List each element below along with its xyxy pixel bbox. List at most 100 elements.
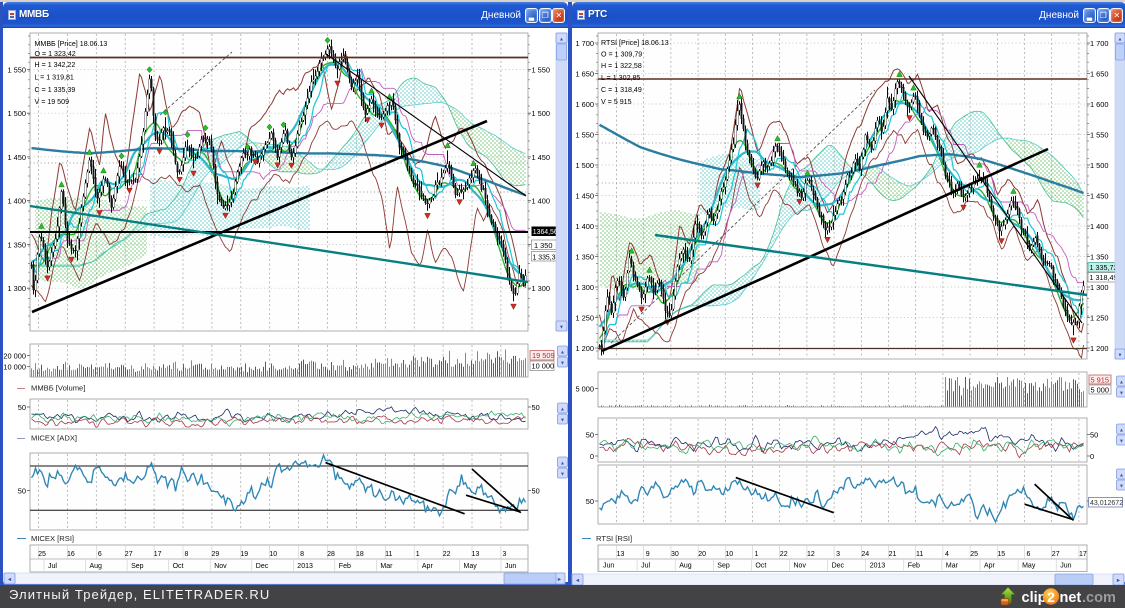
svg-text:5 915: 5 915 (1091, 375, 1110, 384)
svg-text:Jul: Jul (48, 563, 57, 570)
svg-text:—: — (17, 533, 26, 543)
svg-text:13: 13 (617, 551, 625, 558)
svg-text:1 350: 1 350 (8, 240, 27, 249)
svg-text:2: 2 (1047, 589, 1055, 605)
svg-text:O = 1 309,79: O = 1 309,79 (601, 51, 642, 59)
svg-text:▼: ▼ (560, 418, 565, 424)
svg-text:Sep: Sep (717, 563, 730, 570)
svg-text:6: 6 (98, 551, 102, 558)
svg-text:.com: .com (1082, 590, 1116, 606)
svg-text:25: 25 (970, 551, 978, 558)
svg-text:11: 11 (385, 551, 392, 558)
svg-text:▲: ▲ (1119, 380, 1124, 386)
svg-text:Jun: Jun (1060, 563, 1071, 570)
svg-text:1 300: 1 300 (1090, 283, 1109, 292)
svg-text:10 000: 10 000 (3, 363, 26, 372)
svg-text:L = 1 319,81: L = 1 319,81 (35, 74, 74, 82)
svg-text:1 600: 1 600 (1090, 100, 1109, 109)
svg-text:20: 20 (698, 551, 706, 558)
svg-text:—: — (17, 433, 25, 442)
svg-text:9: 9 (646, 551, 650, 558)
svg-text:22: 22 (780, 551, 788, 558)
svg-text:Dec: Dec (256, 563, 269, 570)
svg-text:▲: ▲ (560, 350, 565, 356)
svg-text:▼: ▼ (560, 472, 565, 478)
svg-text:▲: ▲ (1119, 428, 1124, 434)
svg-text:12: 12 (807, 551, 815, 558)
svg-text:1 500: 1 500 (576, 161, 595, 170)
svg-text:1 700: 1 700 (576, 39, 595, 48)
svg-text:1 600: 1 600 (576, 100, 595, 109)
svg-text:17: 17 (1079, 551, 1087, 558)
svg-text:2013: 2013 (870, 563, 886, 570)
svg-text:50: 50 (532, 486, 540, 495)
svg-text:Nov: Nov (794, 563, 807, 570)
svg-text:Aug: Aug (679, 563, 692, 570)
svg-text:3: 3 (502, 551, 506, 558)
svg-text:21: 21 (889, 551, 897, 558)
svg-text:1 500: 1 500 (8, 109, 27, 118)
svg-text:Aug: Aug (90, 563, 103, 570)
svg-text:Dec: Dec (832, 563, 845, 570)
svg-text:1 300: 1 300 (532, 284, 551, 293)
svg-text:Jun: Jun (603, 563, 614, 570)
svg-text:1 550: 1 550 (532, 65, 551, 74)
svg-text:H = 1 322,58: H = 1 322,58 (601, 62, 642, 70)
svg-text:15: 15 (997, 551, 1005, 558)
svg-text:◄: ◄ (575, 578, 580, 584)
svg-text:1 350: 1 350 (534, 241, 553, 250)
svg-text:▲: ▲ (1118, 37, 1123, 43)
svg-text:22: 22 (443, 551, 451, 558)
svg-text:1 318,49: 1 318,49 (1090, 273, 1118, 282)
svg-text:▼: ▼ (1119, 439, 1124, 445)
svg-text:1 350: 1 350 (576, 252, 595, 261)
svg-text:5 000: 5 000 (576, 385, 595, 394)
svg-text:C = 1 335,39: C = 1 335,39 (35, 86, 76, 94)
svg-text:Apr: Apr (422, 563, 434, 570)
svg-text:1 335,39: 1 335,39 (533, 254, 560, 261)
svg-text:clip: clip (1022, 590, 1047, 606)
svg-text:net: net (1060, 590, 1082, 606)
svg-text:—: — (17, 383, 25, 392)
svg-text:28: 28 (327, 551, 335, 558)
svg-text:1 335,72: 1 335,72 (1090, 263, 1118, 272)
svg-text:8: 8 (185, 551, 189, 558)
svg-text:13: 13 (472, 551, 480, 558)
svg-text:▲: ▲ (559, 37, 564, 43)
svg-text:16: 16 (67, 551, 75, 558)
svg-text:Nov: Nov (214, 563, 227, 570)
svg-text:1 200: 1 200 (1090, 344, 1109, 353)
svg-text:1: 1 (755, 551, 759, 558)
svg-text:ММВБ [Volume]: ММВБ [Volume] (31, 383, 85, 392)
svg-text:29: 29 (212, 551, 220, 558)
svg-text:▼: ▼ (559, 325, 564, 331)
svg-text:1 450: 1 450 (8, 153, 27, 162)
svg-text:1 400: 1 400 (1090, 222, 1109, 231)
svg-text:Jun: Jun (505, 563, 516, 570)
svg-text:1 250: 1 250 (576, 313, 595, 322)
svg-text:▼: ▼ (1118, 353, 1123, 359)
svg-text:27: 27 (125, 551, 133, 558)
svg-text:1 550: 1 550 (8, 65, 27, 74)
svg-text:1 350: 1 350 (1090, 252, 1109, 261)
svg-text:▼: ▼ (560, 361, 565, 367)
svg-text:O = 1 323,42: O = 1 323,42 (35, 50, 76, 58)
svg-text:V = 19 509: V = 19 509 (35, 98, 70, 106)
svg-text:10: 10 (269, 551, 277, 558)
svg-text:Sep: Sep (131, 563, 144, 570)
svg-text:1 400: 1 400 (532, 197, 551, 206)
svg-text:24: 24 (861, 551, 869, 558)
svg-text:50: 50 (18, 486, 26, 495)
svg-text:►: ► (557, 577, 562, 583)
svg-text:0: 0 (1090, 452, 1094, 461)
svg-text:L = 1 302,85: L = 1 302,85 (601, 74, 640, 82)
svg-text:C = 1 318,49: C = 1 318,49 (601, 86, 642, 94)
svg-text:1 300: 1 300 (8, 284, 27, 293)
svg-text:Oct: Oct (755, 563, 766, 570)
svg-text:11: 11 (916, 551, 923, 558)
svg-text:1 450: 1 450 (576, 191, 595, 200)
svg-text:RTSI [Price] 18.06.13: RTSI [Price] 18.06.13 (601, 39, 669, 47)
svg-text:30: 30 (671, 551, 679, 558)
svg-text:Mar: Mar (380, 563, 393, 570)
svg-text:—: — (582, 533, 591, 543)
